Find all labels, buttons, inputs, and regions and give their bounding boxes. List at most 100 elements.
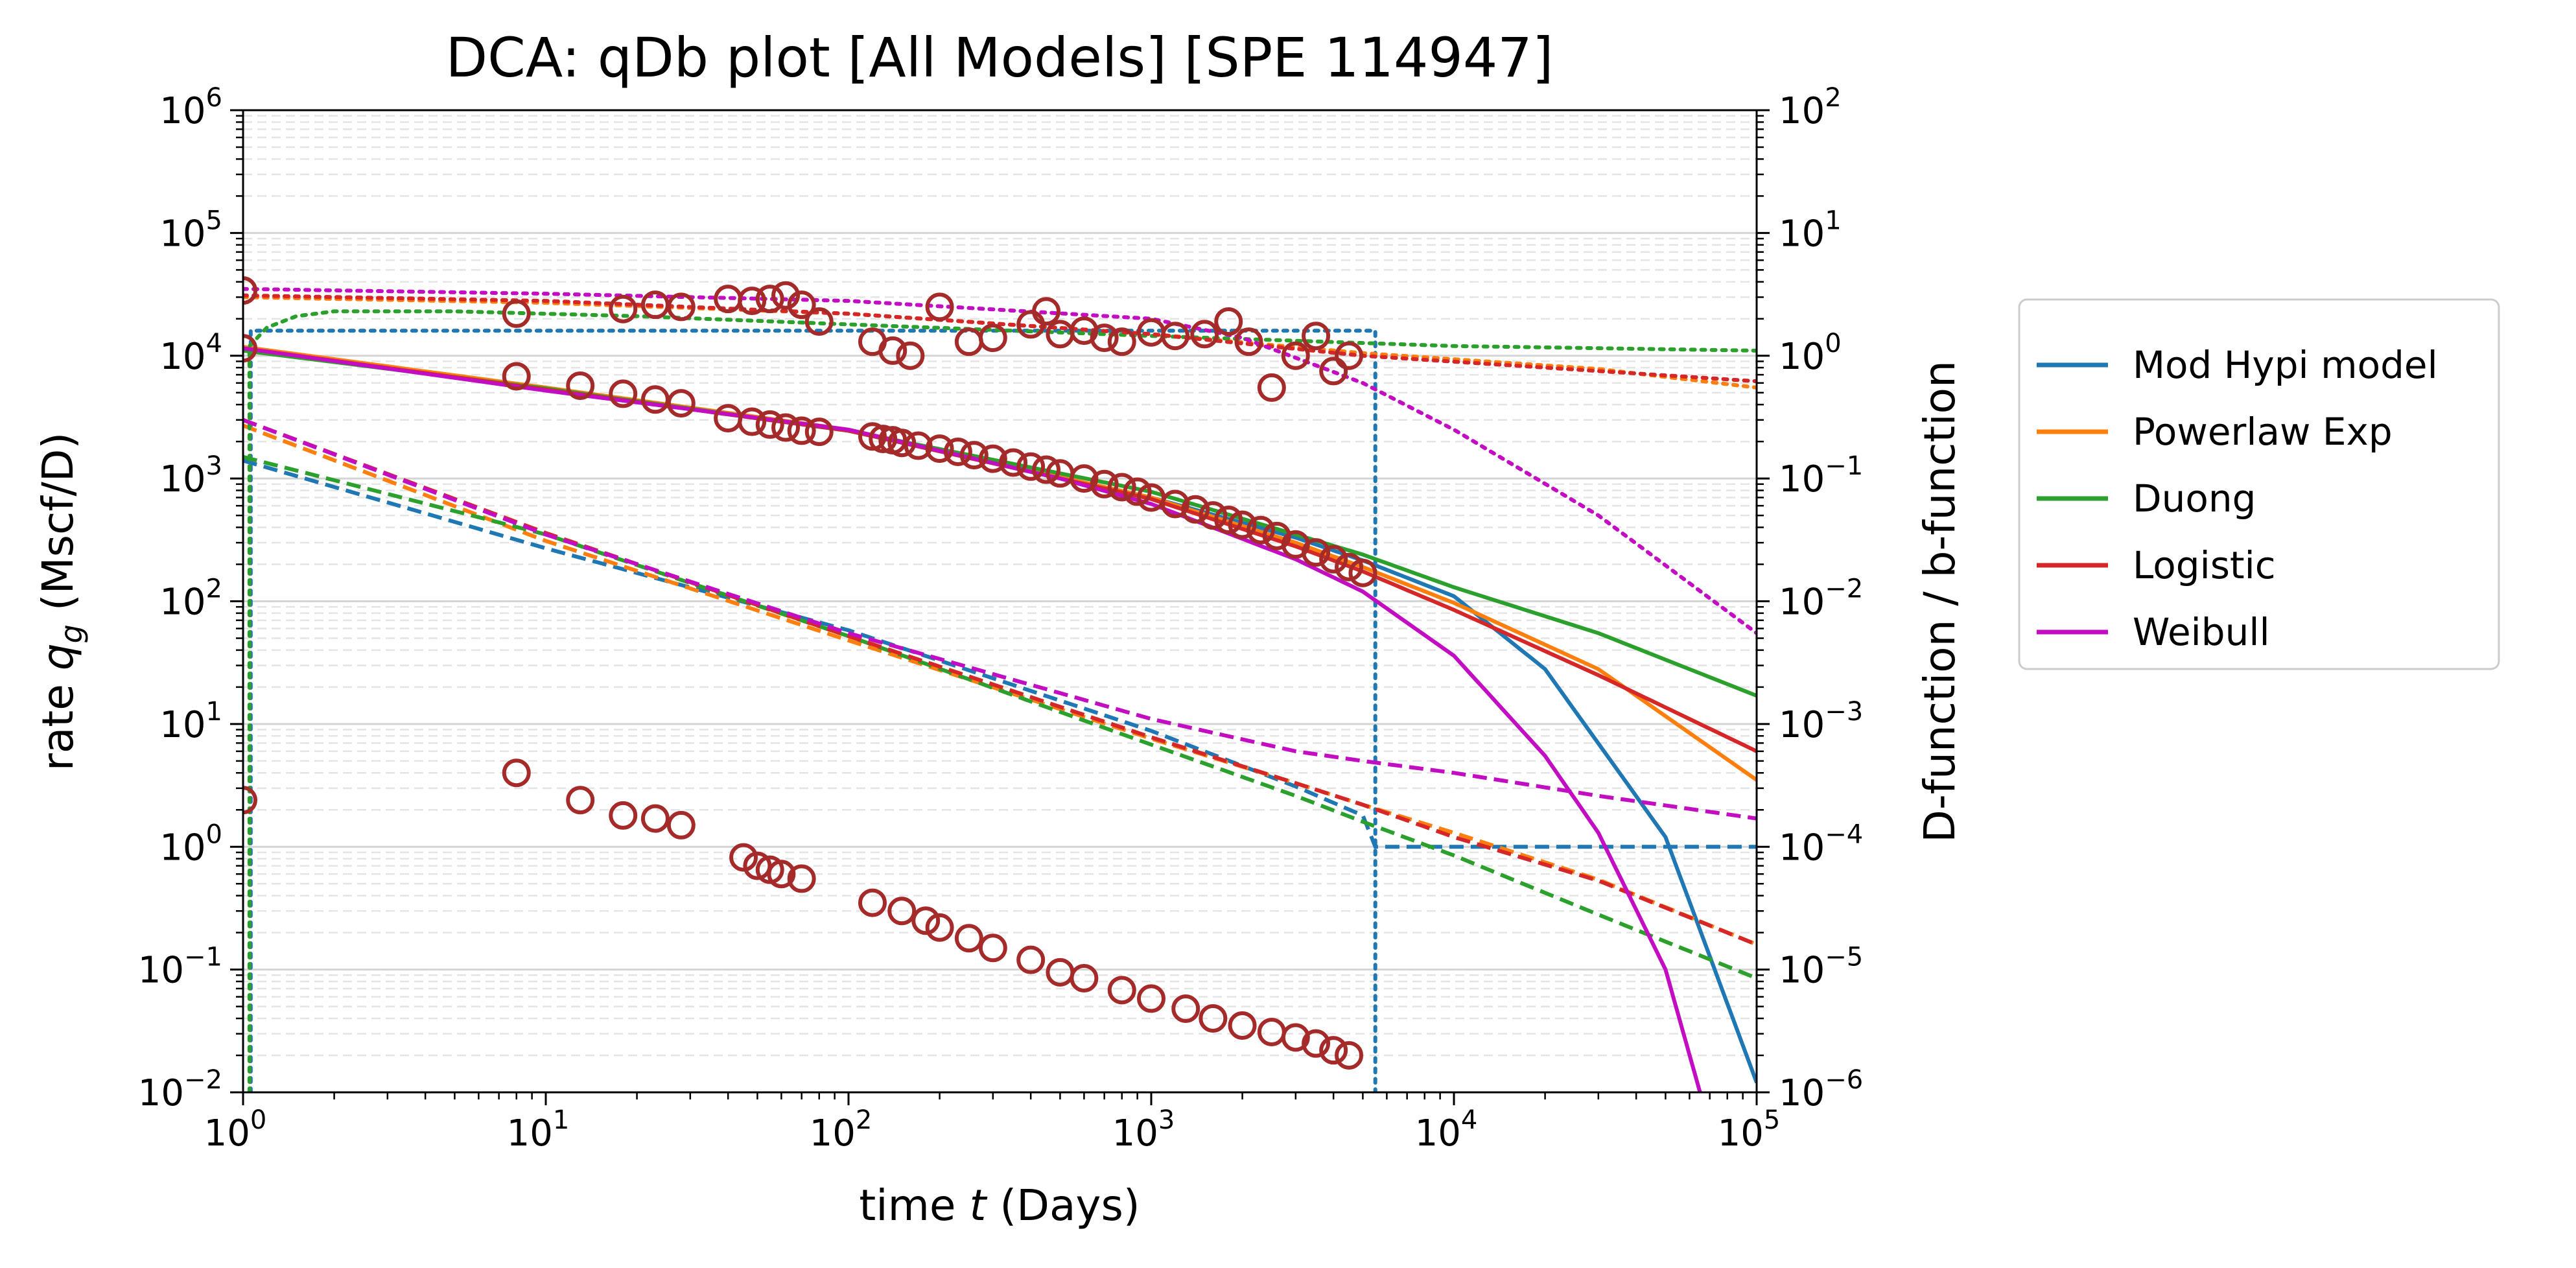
observed-rate-point [999, 448, 1028, 477]
y-tick-label: 101 [159, 697, 222, 746]
observed-rate-point [243, 334, 257, 363]
observed-d-point [729, 843, 758, 872]
observed-rate-point [978, 444, 1007, 473]
observed-b-point [502, 299, 531, 328]
observed-b-point [878, 336, 907, 365]
observed-b-point [954, 327, 983, 357]
y2-tick-label: 10−1 [1779, 451, 1863, 500]
observed-rate-point [887, 429, 917, 458]
chart-title: DCA: qDb plot [All Models] [SPE 114947] [445, 26, 1553, 89]
observed-rate-point [1107, 473, 1136, 502]
observed-b-point [978, 323, 1007, 353]
mod-hypi-model-b-function-line [248, 329, 1377, 1092]
observed-rate-point [502, 362, 531, 391]
observed-b-point [1319, 357, 1348, 386]
observed-rate-point [804, 417, 834, 447]
observed-rate-point [1199, 501, 1228, 530]
observed-d-point [767, 860, 796, 889]
observed-b-point [804, 307, 834, 336]
observed-d-point [1281, 1023, 1310, 1052]
x-tick-label: 104 [1415, 1105, 1478, 1155]
legend-label-powerlaw-exp: Powerlaw Exp [2133, 410, 2393, 454]
y2-tick-label: 10−6 [1779, 1065, 1863, 1114]
observed-b-point [609, 294, 638, 323]
observed-rate-point [1348, 558, 1377, 587]
y-tick-label: 104 [159, 329, 222, 378]
y2-tick-label: 10−4 [1779, 819, 1863, 869]
observed-rate-point [666, 389, 696, 418]
legend-label-weibull: Weibull [2133, 610, 2270, 654]
logistic-b-function-line [243, 293, 1757, 384]
x-tick-label: 103 [1112, 1105, 1175, 1155]
observed-rate-point [771, 413, 801, 442]
duong-d-function-line [243, 454, 1757, 980]
legend: Mod Hypi model Powerlaw Exp Duong Logistic W… [2018, 298, 2500, 670]
observed-b-point [1032, 297, 1061, 326]
y-tick-label: 106 [159, 83, 222, 132]
observed-rate-point [904, 431, 933, 460]
observed-b-point [1107, 327, 1136, 357]
x-tick-label: 100 [204, 1105, 267, 1155]
y-tick-label: 105 [159, 205, 222, 255]
observed-d-point [1137, 984, 1165, 1013]
powerlaw-exp-rate-line [243, 345, 1757, 782]
y-tick-label: 10−1 [138, 943, 222, 992]
observed-d-point [1016, 945, 1046, 974]
observed-d-point [1070, 963, 1099, 992]
observed-d-point [502, 758, 531, 788]
observed-rate-point [755, 410, 784, 439]
y-tick-label: 103 [159, 451, 222, 500]
observed-rate-point [1302, 538, 1331, 567]
observed-b-point [1190, 320, 1219, 349]
x-tick-label: 101 [507, 1105, 570, 1155]
observed-rate-point [1090, 469, 1119, 499]
observed-rate-point [959, 441, 989, 470]
observed-b-point [896, 341, 925, 370]
observed-rate-point [1123, 477, 1152, 506]
observed-d-point [1228, 1011, 1257, 1040]
observed-b-point [1335, 341, 1364, 370]
observed-rate-point [566, 371, 595, 400]
observed-d-point [911, 906, 941, 935]
observed-rate-point [1181, 495, 1210, 524]
legend-label-duong: Duong [2133, 476, 2256, 521]
observed-b-point [666, 292, 696, 322]
observed-d-point [1257, 1017, 1286, 1046]
y-tick-label: 102 [159, 574, 222, 624]
grid-layer [243, 115, 1757, 1094]
tick-layer: 100 101 102 103 104 105 10−2 10−1 100 101 102 103 10… [138, 83, 1863, 1155]
observed-d-point [887, 897, 917, 926]
observed-rate-point [738, 407, 767, 436]
observed-b-point [787, 290, 816, 320]
observed-rate-point [1214, 505, 1243, 534]
observed-d-point [858, 888, 887, 917]
y2-tick-label: 10−3 [1779, 697, 1863, 746]
observed-d-point [954, 924, 983, 953]
observed-b-point [755, 285, 784, 314]
observed-b-point [1214, 307, 1243, 336]
observed-b-point [243, 276, 257, 305]
observed-d-point [1199, 1004, 1228, 1033]
observed-d-point [1319, 1036, 1348, 1065]
legend-frame [2018, 298, 2500, 670]
y2-axis-label: D-function / b-function [1915, 360, 1965, 843]
y-tick-label: 100 [159, 819, 222, 869]
x-axis-label: time t (Days) [859, 1180, 1140, 1230]
observed-b-point [1234, 327, 1263, 357]
observed-rate-point [925, 434, 954, 464]
observed-data-layer [243, 276, 1377, 1070]
observed-d-point [1107, 976, 1136, 1005]
series-layer [243, 287, 1757, 1092]
observed-b-point [1281, 341, 1310, 370]
observed-rate-point [640, 385, 670, 414]
legend-label-mod-hypi-model: Mod Hypi model [2133, 343, 2438, 387]
observed-d-point [566, 786, 595, 815]
y-axis-label: rate qg (Mscf/D) [33, 432, 89, 771]
observed-d-point [640, 804, 670, 833]
observed-rate-point [858, 422, 887, 451]
x-tick-label: 102 [810, 1105, 872, 1155]
y2-tick-label: 101 [1779, 205, 1842, 255]
observed-rate-point [714, 404, 743, 433]
x-tick-label: 105 [1718, 1105, 1781, 1155]
